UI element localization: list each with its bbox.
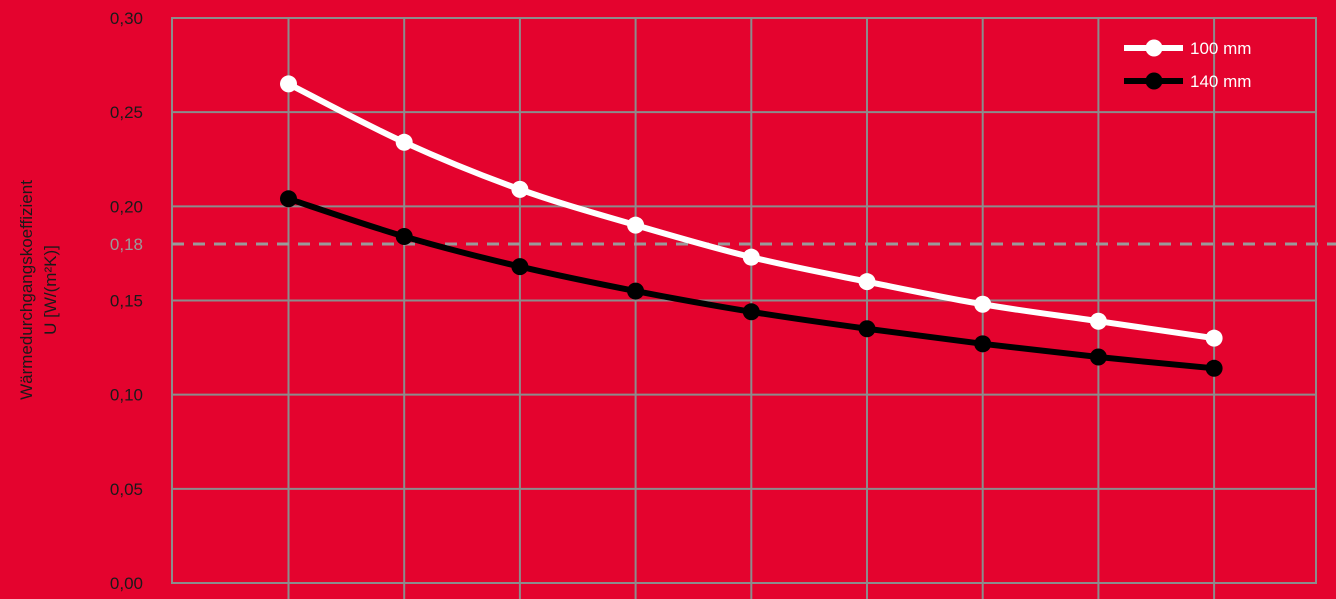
data-point: [742, 303, 760, 321]
reference-line-label: 0,18: [110, 235, 143, 254]
legend: 100 mm 140 mm: [1124, 39, 1251, 91]
y-tick-label: 0,20: [110, 197, 143, 216]
data-point: [1089, 312, 1107, 330]
data-point: [1205, 359, 1223, 377]
legend-item: 100 mm: [1124, 39, 1251, 58]
data-point: [511, 258, 529, 276]
data-point: [1089, 348, 1107, 366]
data-point: [280, 75, 297, 93]
data-point: [974, 295, 992, 313]
y-tick-label: 0,05: [110, 480, 143, 499]
data-point: [627, 216, 645, 234]
legend-item: 140 mm: [1124, 72, 1251, 91]
y-tick-label: 0,00: [110, 574, 143, 593]
series-1: [280, 75, 1223, 347]
data-point: [627, 282, 645, 300]
y-tick-label: 0,10: [110, 386, 143, 405]
y-axis-title-line1: Wärmedurchgangskoeffizient: [17, 180, 36, 400]
data-point: [511, 180, 529, 198]
y-tick-label: 0,25: [110, 103, 143, 122]
data-point: [974, 335, 992, 353]
data-point: [1205, 329, 1223, 347]
series-2: [280, 190, 1223, 377]
legend-label: 140 mm: [1190, 72, 1251, 91]
data-point: [858, 320, 876, 338]
legend-swatch-marker: [1145, 72, 1163, 90]
series-group: [280, 75, 1223, 377]
data-point: [280, 190, 297, 208]
data-point: [742, 248, 760, 266]
legend-label: 100 mm: [1190, 39, 1251, 58]
data-point: [395, 227, 413, 245]
data-point: [858, 273, 876, 291]
legend-swatch-marker: [1145, 39, 1163, 57]
y-axis-title-line2: U [W/(m²K)]: [41, 245, 60, 335]
data-point: [395, 133, 413, 151]
y-tick-labels: 0,00 0,05 0,10 0,15 0,20 0,25 0,30: [110, 9, 143, 593]
y-tick-label: 0,15: [110, 292, 143, 311]
grid: [171, 17, 1317, 599]
y-tick-label: 0,30: [110, 9, 143, 28]
reference-line-group: 0,18: [110, 235, 1336, 254]
